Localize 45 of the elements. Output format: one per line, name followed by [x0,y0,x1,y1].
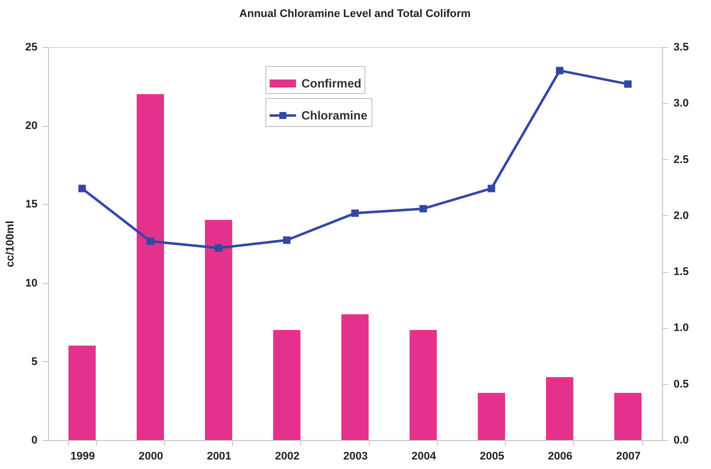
y-tick-label: 10 [25,277,38,290]
y-tick-label: 0 [31,434,38,446]
bar [68,346,96,440]
y2-tick-label: 3.0 [674,98,689,110]
bar [273,330,300,440]
point [78,184,86,192]
x-tick-label: 2001 [206,450,232,462]
point [146,238,154,245]
x-tick-label: 2006 [548,450,572,462]
x-tick-label: 2002 [275,450,300,462]
x-tick-label: 2000 [138,450,164,462]
y2-tick-label: 1.0 [674,322,689,334]
point [624,80,632,88]
y-tick-label: 25 [25,42,38,54]
y-axis-title: cc/100ml [4,220,16,268]
x-tick-label: 2005 [480,450,504,462]
bar [341,314,369,440]
x-tick-label: 2004 [411,450,437,462]
point [351,209,359,217]
bar [410,330,437,440]
bar [136,94,164,440]
bar [546,377,574,440]
bar [478,392,506,440]
y2-tick-label: 0.0 [674,434,689,446]
bar [204,220,232,440]
x-tick-label: 2003 [343,450,368,462]
y-tick-label: 5 [31,356,38,368]
y-tick-label: 15 [25,198,38,211]
y-tick-label: 20 [25,120,38,132]
y2-tick-label: 3.5 [674,42,689,54]
bar [614,392,642,440]
y2-tick-label: 2.5 [674,154,689,166]
y2-tick-label: 2.0 [674,210,689,222]
x-tick-label: 1999 [70,450,95,462]
y2-tick-label: 1.5 [674,266,689,278]
point [283,236,291,244]
point [214,244,222,252]
chart-title: Annual Chloramine Level and Total Coliform [239,8,471,20]
x-tick-label: 2007 [616,450,641,462]
legend-label: Chloramine [301,108,368,122]
point [488,184,496,192]
point [419,204,427,212]
legend-label: Confirmed [301,76,362,90]
point [556,66,564,74]
y2-tick-label: 0.5 [674,378,689,390]
